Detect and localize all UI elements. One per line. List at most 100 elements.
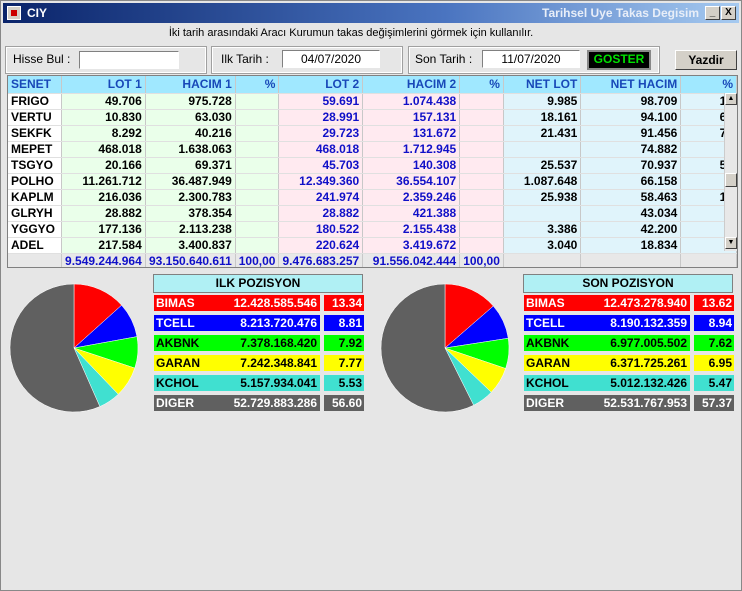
table-row[interactable]: TSGYO 20.166 69.371 45.703 140.308 25.537 70.9… bbox=[8, 157, 737, 174]
value-cell: 16 bbox=[680, 93, 737, 110]
position-value: 6.977.005.502 bbox=[524, 335, 692, 351]
ticker-cell: YGGYO bbox=[8, 221, 63, 238]
value-cell: 1 bbox=[680, 237, 737, 254]
position-row: 7.242.348.841 GARAN 7.77 bbox=[153, 354, 365, 372]
position-row: 12.428.585.546 BIMAS 13.34 bbox=[153, 294, 365, 312]
search-input[interactable] bbox=[79, 51, 179, 69]
position-percent: 8.81 bbox=[324, 315, 364, 331]
value-cell: 1.087.648 bbox=[503, 173, 582, 190]
table-row[interactable]: FRIGO 49.706 975.728 59.691 1.074.438 9.985 98… bbox=[8, 93, 737, 110]
total-cell bbox=[503, 252, 582, 267]
position-value: 52.729.883.286 bbox=[154, 395, 322, 411]
value-cell: 11.261.712 bbox=[61, 173, 146, 190]
value-cell: 421.388 bbox=[362, 205, 461, 222]
value-cell: 3.419.672 bbox=[362, 237, 461, 254]
value-cell: 36.487.949 bbox=[145, 173, 236, 190]
value-cell bbox=[235, 141, 280, 158]
column-header[interactable]: % bbox=[680, 76, 737, 94]
ticker-cell: POLHO bbox=[8, 173, 63, 190]
column-header[interactable]: % bbox=[235, 76, 280, 94]
ticker-cell: TSGYO bbox=[8, 157, 63, 174]
hint-text: İki tarih arasındaki Aracı Kurumun takas… bbox=[168, 27, 534, 39]
position-value: 7.378.168.420 bbox=[154, 335, 322, 351]
column-header[interactable]: NET HACIM bbox=[580, 76, 682, 94]
value-cell: 36.554.107 bbox=[362, 173, 461, 190]
value-cell: 975.728 bbox=[145, 93, 236, 110]
value-cell: 217.584 bbox=[61, 237, 146, 254]
value-cell bbox=[459, 157, 504, 174]
column-header[interactable]: LOT 2 bbox=[278, 76, 364, 94]
last-date-field[interactable]: 11/07/2020 bbox=[482, 50, 580, 68]
value-cell: 18.161 bbox=[503, 109, 582, 126]
title-bar[interactable]: CIY Tarihsel Uye Takas Degisim _ X bbox=[3, 3, 739, 23]
pie-slice-bimas bbox=[444, 283, 494, 349]
ticker-cell: VERTU bbox=[8, 109, 63, 126]
table-row[interactable]: MEPET 468.018 1.638.063 468.018 1.712.945 74.… bbox=[8, 141, 737, 158]
value-cell: 98.709 bbox=[580, 93, 682, 110]
position-percent: 57.37 bbox=[694, 395, 734, 411]
first-position-pie-chart bbox=[9, 283, 139, 413]
position-percent: 6.95 bbox=[694, 355, 734, 371]
scroll-up-icon[interactable]: ▲ bbox=[725, 93, 737, 105]
pie-slice-diger bbox=[9, 283, 101, 413]
position-name: AKBNK bbox=[156, 336, 200, 350]
value-cell: 59.691 bbox=[278, 93, 364, 110]
value-cell: 177.136 bbox=[61, 221, 146, 238]
table-row[interactable]: KAPLM 216.036 2.300.783 241.974 2.359.246 25.… bbox=[8, 189, 737, 206]
value-cell: 2.359.246 bbox=[362, 189, 461, 206]
value-cell: 74.882 bbox=[580, 141, 682, 158]
close-button[interactable]: X bbox=[721, 6, 736, 20]
search-group bbox=[5, 46, 207, 74]
value-cell: 28.991 bbox=[278, 109, 364, 126]
table-row[interactable]: POLHO 11.261.712 36.487.949 12.349.360 36.55… bbox=[8, 173, 737, 190]
print-button[interactable]: Yazdir bbox=[675, 50, 737, 70]
value-cell bbox=[235, 205, 280, 222]
column-header[interactable]: HACIM 1 bbox=[145, 76, 236, 94]
column-header[interactable]: SENET bbox=[8, 76, 63, 94]
ticker-cell: ADEL bbox=[8, 237, 63, 254]
value-cell: 40.216 bbox=[145, 125, 236, 142]
total-cell: 100,00 bbox=[235, 252, 280, 267]
vertical-scrollbar[interactable]: ▲ ▼ bbox=[724, 93, 737, 251]
value-cell bbox=[503, 141, 582, 158]
value-cell bbox=[459, 221, 504, 238]
value-cell bbox=[459, 237, 504, 254]
table-row[interactable]: VERTU 10.830 63.030 28.991 157.131 18.161 94.1… bbox=[8, 109, 737, 126]
position-name: GARAN bbox=[526, 356, 570, 370]
table-row[interactable]: SEKFK 8.292 40.216 29.723 131.672 21.431 91.45… bbox=[8, 125, 737, 142]
value-cell bbox=[459, 173, 504, 190]
value-cell: 468.018 bbox=[278, 141, 364, 158]
first-date-field[interactable]: 04/07/2020 bbox=[282, 50, 380, 68]
position-row: 52.729.883.286 DIGER 56.60 bbox=[153, 394, 365, 412]
value-cell: 1.712.945 bbox=[362, 141, 461, 158]
column-header[interactable]: LOT 1 bbox=[61, 76, 146, 94]
value-cell: 28.882 bbox=[278, 205, 364, 222]
value-cell: 3.400.837 bbox=[145, 237, 236, 254]
value-cell: 2.155.438 bbox=[362, 221, 461, 238]
table-row[interactable]: GLRYH 28.882 378.354 28.882 421.388 43.034 bbox=[8, 205, 737, 222]
scroll-thumb[interactable] bbox=[725, 173, 737, 187]
position-row: 6.371.725.261 GARAN 6.95 bbox=[523, 354, 735, 372]
value-cell: 25.938 bbox=[503, 189, 582, 206]
table-row[interactable]: ADEL 217.584 3.400.837 220.624 3.419.672 3.04… bbox=[8, 237, 737, 254]
value-cell: 69.371 bbox=[145, 157, 236, 174]
position-value: 12.428.585.546 bbox=[154, 295, 322, 311]
minimize-button[interactable]: _ bbox=[705, 6, 720, 20]
value-cell bbox=[459, 189, 504, 206]
app-icon[interactable] bbox=[7, 6, 21, 20]
total-cell bbox=[680, 252, 737, 267]
column-header[interactable]: HACIM 2 bbox=[362, 76, 461, 94]
value-cell: 28.882 bbox=[61, 205, 146, 222]
scroll-down-icon[interactable]: ▼ bbox=[725, 237, 737, 249]
position-name: AKBNK bbox=[526, 336, 570, 350]
value-cell: 157.131 bbox=[362, 109, 461, 126]
total-cell bbox=[580, 252, 682, 267]
table-row[interactable]: YGGYO 177.136 2.113.238 180.522 2.155.438 3.3… bbox=[8, 221, 737, 238]
value-cell bbox=[459, 125, 504, 142]
value-cell bbox=[235, 109, 280, 126]
position-row: 6.977.005.502 AKBNK 7.62 bbox=[523, 334, 735, 352]
column-header[interactable]: NET LOT bbox=[503, 76, 582, 94]
show-button[interactable]: GOSTER bbox=[587, 50, 651, 70]
ticker-cell: SEKFK bbox=[8, 125, 63, 142]
column-header[interactable]: % bbox=[459, 76, 504, 94]
